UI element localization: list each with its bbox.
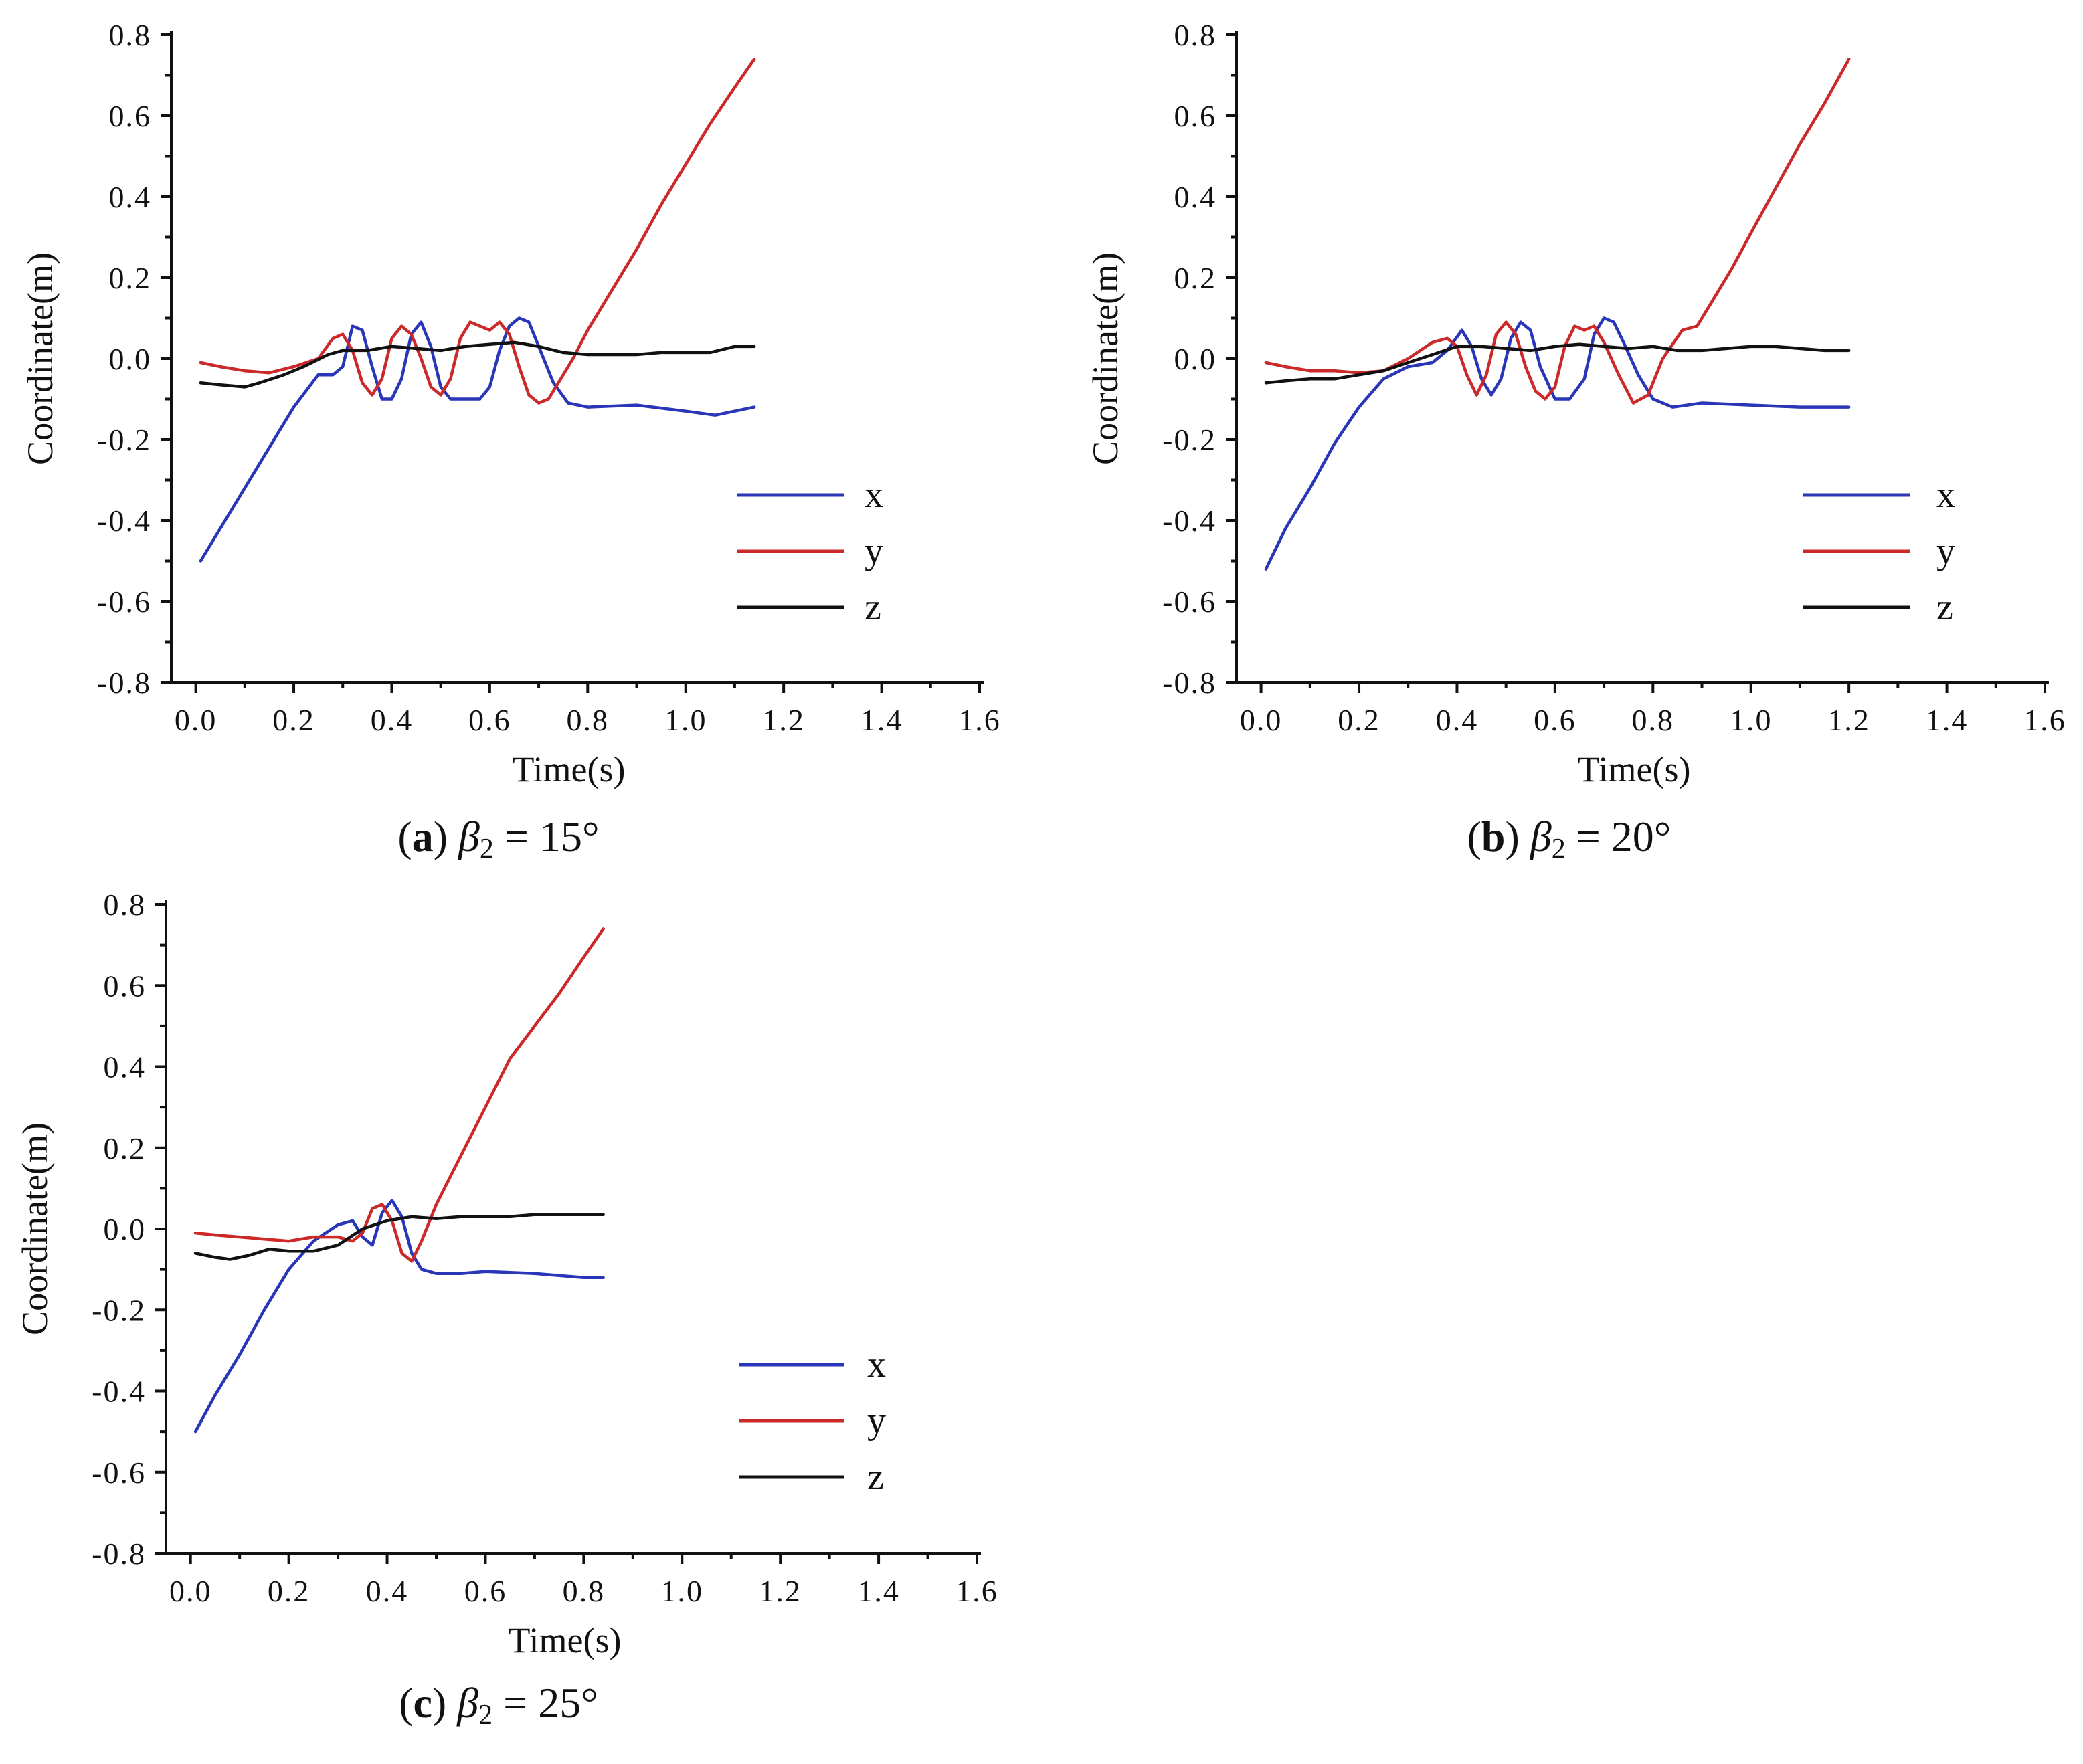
y-tick-label: 0.8: [1174, 18, 1217, 52]
x-tick-label: 1.2: [1827, 703, 1870, 737]
panel-caption: (c) β2 = 25°: [399, 1679, 598, 1731]
x-tick-label: 0.8: [1632, 703, 1675, 737]
x-tick-label: 0.6: [464, 1574, 507, 1608]
x-tick-label: 0.6: [468, 703, 511, 737]
chart-panel-a: 0.8 0.6 0.4 0.2 0.0 -0.2 -0.4 -0.6 -0.8 0.0 0.2 0.4…: [20, 18, 1001, 864]
x-tick-label: 0.8: [567, 703, 610, 737]
legend-label-y: y: [867, 1400, 886, 1442]
x-axis-title: Time(s): [508, 1620, 621, 1660]
x-tick-label: 1.6: [958, 703, 1001, 737]
legend-label-y: y: [865, 530, 883, 572]
y-tick-label: 0.6: [109, 99, 152, 133]
series-line-z: [1264, 342, 1851, 385]
y-tick-label: -0.8: [97, 666, 151, 700]
x-tick-label: 1.0: [664, 703, 707, 737]
y-axis-title: Coordinate(m): [1085, 252, 1125, 465]
x-tick-label: 0.2: [1338, 703, 1380, 737]
legend-label-z: z: [1936, 587, 1953, 628]
series-line-y: [199, 58, 756, 405]
x-axis-title: Time(s): [1577, 749, 1690, 789]
y-tick-label: -0.4: [1162, 504, 1216, 538]
x-tick-label: 0.4: [371, 703, 414, 737]
y-tick-label: 0.4: [104, 1050, 147, 1084]
series-line-z: [193, 1213, 605, 1261]
x-tick-label: 1.4: [1926, 703, 1969, 737]
y-tick-label: -0.2: [1162, 423, 1216, 457]
y-axis-title: Coordinate(m): [15, 1122, 55, 1335]
y-tick-label: 0.6: [104, 969, 147, 1003]
x-tick-label: 1.2: [762, 703, 805, 737]
y-tick-label: 0.0: [104, 1212, 147, 1246]
x-tick-label: 1.4: [857, 1574, 900, 1608]
y-tick-label: -0.2: [92, 1293, 146, 1327]
y-tick-label: -0.4: [97, 504, 151, 538]
y-axis-title: Coordinate(m): [20, 252, 60, 465]
x-tick-label: 0.6: [1534, 703, 1576, 737]
legend-label-x: x: [867, 1344, 886, 1385]
x-tick-label: 1.0: [661, 1574, 704, 1608]
series-line-y: [1264, 58, 1851, 405]
y-tick-label: -0.4: [92, 1375, 146, 1409]
y-tick-label: 0.6: [1174, 99, 1217, 133]
x-tick-label: 1.0: [1730, 703, 1773, 737]
chart-panel-c: 0.8 0.6 0.4 0.2 0.0 -0.2 -0.4 -0.6 -0.8 0.0 0.2 0.4…: [15, 888, 998, 1731]
x-tick-label: 1.6: [2023, 703, 2066, 737]
y-tick-label: 0.0: [1174, 342, 1217, 376]
legend-label-y: y: [1936, 530, 1955, 572]
y-tick-label: 0.8: [109, 18, 152, 52]
legend-label-z: z: [865, 587, 881, 628]
series-line-x: [1264, 316, 1851, 571]
panel-caption: (b) β2 = 20°: [1467, 813, 1671, 864]
x-tick-label: 0.2: [272, 703, 315, 737]
y-tick-label: 0.4: [109, 180, 152, 214]
y-tick-label: -0.6: [97, 585, 151, 619]
x-axis-title: Time(s): [512, 749, 625, 789]
chart-panel-b: 0.8 0.6 0.4 0.2 0.0 -0.2 -0.4 -0.6 -0.8 0.0 0.2 0.4…: [1085, 18, 2066, 864]
y-tick-label: 0.2: [1174, 261, 1217, 295]
y-tick-label: 0.2: [104, 1131, 147, 1165]
panel-caption: (a) β2 = 15°: [397, 813, 599, 864]
x-tick-label: 0.0: [175, 703, 217, 737]
x-tick-label: 0.4: [366, 1574, 409, 1608]
y-tick-label: 0.8: [104, 888, 147, 922]
x-tick-label: 0.4: [1436, 703, 1479, 737]
x-tick-label: 0.0: [169, 1574, 212, 1608]
x-tick-label: 1.2: [759, 1574, 802, 1608]
series-line-z: [199, 340, 756, 389]
legend-label-x: x: [865, 474, 883, 516]
y-tick-label: 0.4: [1174, 180, 1217, 214]
y-tick-label: -0.6: [1162, 585, 1216, 619]
y-tick-label: -0.8: [1162, 666, 1216, 700]
x-tick-label: 0.2: [268, 1574, 310, 1608]
x-tick-label: 1.6: [956, 1574, 998, 1608]
y-tick-label: -0.6: [92, 1456, 146, 1490]
y-tick-label: -0.8: [92, 1537, 146, 1571]
x-tick-label: 0.8: [563, 1574, 606, 1608]
y-tick-label: 0.2: [109, 261, 152, 295]
x-tick-label: 1.4: [861, 703, 903, 737]
series-line-x: [193, 1199, 605, 1434]
series-line-x: [199, 316, 756, 563]
legend-label-z: z: [867, 1456, 884, 1498]
y-tick-label: 0.0: [109, 342, 152, 376]
y-tick-label: -0.2: [97, 423, 151, 457]
x-tick-label: 0.0: [1240, 703, 1283, 737]
legend-label-x: x: [1936, 474, 1955, 516]
